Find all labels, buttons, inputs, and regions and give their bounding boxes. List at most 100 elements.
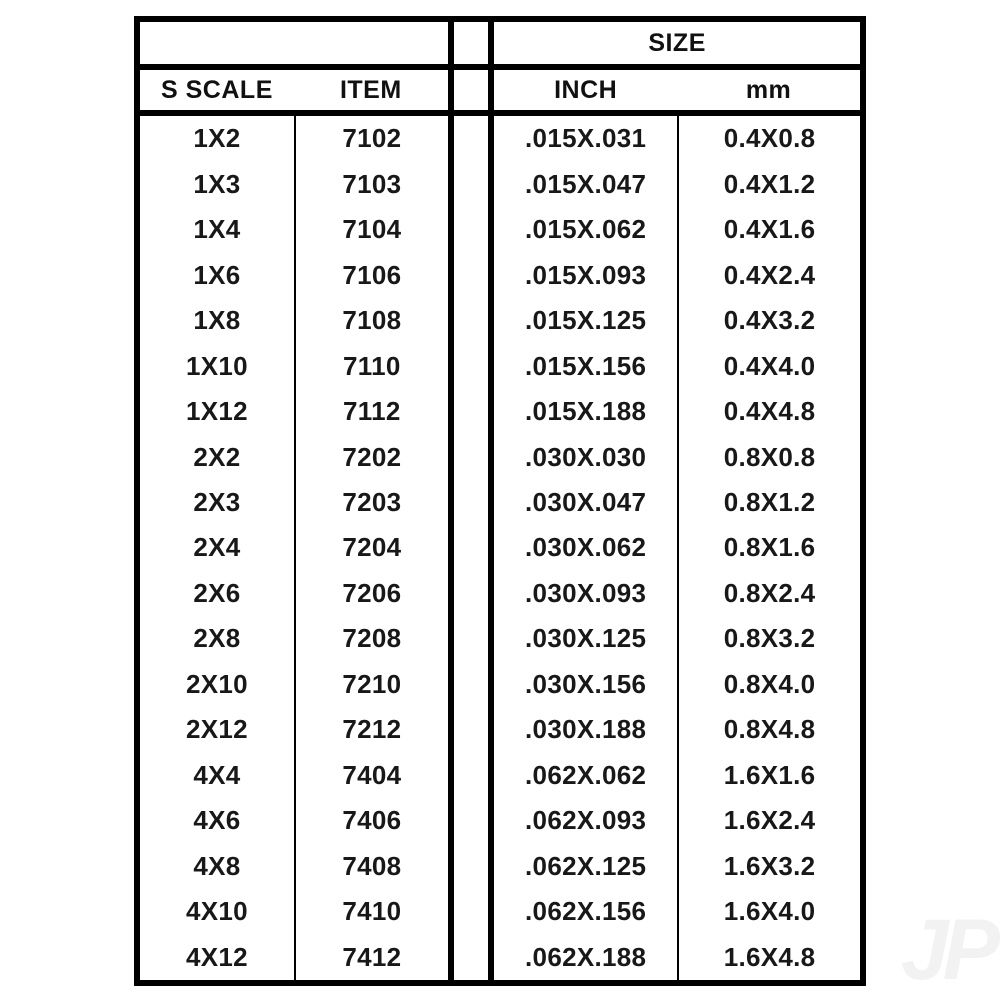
vertical-separator-1 (447, 22, 454, 70)
cell-inch: .030X.188 (525, 714, 647, 745)
cell-mm: 0.4X4.0 (723, 350, 816, 381)
cell-inch: .062X.062 (525, 759, 647, 790)
vertical-separator-2 (488, 22, 495, 70)
cell-s-scale: 4X10 (185, 896, 248, 927)
cell-s-scale: 2X4 (193, 532, 241, 563)
column-header-s-scale: S SCALE (161, 75, 273, 104)
header-size-label: SIZE (648, 28, 706, 57)
cell-inch: .015X.062 (525, 214, 647, 245)
column-header-item: ITEM (339, 75, 402, 104)
colheader-group-gap (453, 70, 489, 116)
cell-s-scale: 1X3 (193, 168, 241, 199)
cell-mm: 0.4X4.8 (723, 396, 816, 427)
cell-inch: .030X.047 (525, 486, 647, 517)
cell-s-scale: 1X4 (193, 214, 241, 245)
column-item: 7102 7103 7104 7106 7108 7110 7112 7202 7203 7204… (293, 116, 448, 980)
cell-inch: .015X.031 (525, 123, 647, 154)
cell-item: 7108 (342, 305, 402, 336)
header-size-cell: SIZE (494, 22, 860, 70)
column-inch: .015X.031 .015X.047 .015X.062 .015X.093 .015… (494, 116, 677, 980)
cell-mm: 1.6X2.4 (723, 805, 816, 836)
cell-inch: .030X.156 (525, 668, 647, 699)
cell-item: 7212 (342, 714, 402, 745)
cell-item: 7104 (342, 214, 402, 245)
cell-inch: .030X.093 (525, 577, 647, 608)
cell-item: 7404 (342, 759, 402, 790)
spec-table: SIZE S SCALE ITEM (134, 16, 866, 986)
header-top-gap-cell (453, 22, 489, 70)
cell-s-scale: 2X12 (185, 714, 248, 745)
cell-s-scale: 4X8 (193, 850, 241, 881)
body-right-columns: .015X.031 .015X.047 .015X.062 .015X.093 .015… (494, 116, 860, 980)
column-header-inch: INCH (554, 75, 618, 104)
cell-s-scale: 4X4 (193, 759, 241, 790)
colheader-group-left: S SCALE ITEM (140, 70, 448, 116)
vertical-separator-3 (447, 70, 454, 116)
cell-inch: .062X.188 (525, 941, 647, 972)
header-group-gap (453, 22, 489, 70)
cell-inch: .015X.047 (525, 168, 647, 199)
jp-watermark-logo: JP (900, 902, 1000, 998)
cell-mm: 0.8X4.8 (723, 714, 816, 745)
cell-item: 7102 (342, 123, 402, 154)
cell-mm: 1.6X4.0 (723, 896, 816, 927)
cell-s-scale: 1X10 (185, 350, 248, 381)
colheader-left-cell: S SCALE ITEM (140, 70, 448, 116)
colheader-group-right: INCH mm (494, 70, 860, 116)
cell-item: 7202 (342, 441, 402, 472)
cell-s-scale: 1X6 (193, 259, 241, 290)
table-column-header-row: S SCALE ITEM INCH mm (140, 70, 860, 116)
cell-inch: .062X.156 (525, 896, 647, 927)
cell-mm: 0.8X2.4 (723, 577, 816, 608)
column-s-scale: 1X2 1X3 1X4 1X6 1X8 1X10 1X12 2X2 2X3 2X4 2X6 2X8 2X… (140, 116, 294, 980)
body-group-gap (453, 116, 489, 980)
cell-item: 7406 (342, 805, 402, 836)
cell-mm: 0.8X1.2 (723, 486, 816, 517)
column-header-mm: mm (745, 75, 792, 104)
cell-item: 7103 (342, 168, 402, 199)
vertical-separator-6 (488, 116, 495, 980)
cell-mm: 0.4X0.8 (723, 123, 816, 154)
colheader-right-cell: INCH mm (494, 70, 860, 116)
cell-s-scale: 2X10 (185, 668, 248, 699)
cell-mm: 0.8X1.6 (723, 532, 816, 563)
cell-mm: 0.4X1.2 (723, 168, 816, 199)
cell-inch: .030X.062 (525, 532, 647, 563)
cell-mm: 1.6X3.2 (723, 850, 816, 881)
cell-mm: 1.6X1.6 (723, 759, 816, 790)
cell-item: 7206 (342, 577, 402, 608)
colheader-gap-cell (453, 70, 489, 116)
cell-item: 7112 (343, 396, 401, 427)
cell-mm: 0.4X3.2 (723, 305, 816, 336)
cell-item: 7208 (342, 623, 402, 654)
header-top-left-cell (140, 22, 448, 70)
cell-s-scale: 1X12 (185, 396, 248, 427)
cell-item: 7410 (342, 896, 402, 927)
cell-s-scale: 2X8 (193, 623, 241, 654)
body-group-right: .015X.031 .015X.047 .015X.062 .015X.093 .015… (494, 116, 860, 980)
body-gap-column (453, 116, 489, 980)
cell-inch: .015X.156 (525, 350, 647, 381)
header-group-right: SIZE (494, 22, 860, 70)
cell-item: 7106 (342, 259, 402, 290)
table-header-top-row: SIZE (140, 22, 860, 70)
cell-s-scale: 2X2 (193, 441, 241, 472)
cell-s-scale: 1X2 (193, 123, 241, 154)
header-group-left (140, 22, 448, 70)
cell-inch: .015X.125 (525, 305, 647, 336)
cell-s-scale: 1X8 (193, 305, 241, 336)
vertical-separator-5 (447, 116, 454, 980)
cell-item: 7408 (342, 850, 402, 881)
cell-mm: 0.8X4.0 (723, 668, 816, 699)
vertical-separator-4 (488, 70, 495, 116)
cell-item: 7203 (342, 486, 402, 517)
cell-s-scale: 2X3 (193, 486, 241, 517)
cell-mm: 0.4X1.6 (723, 214, 816, 245)
cell-s-scale: 2X6 (193, 577, 241, 608)
cell-mm: 0.8X3.2 (723, 623, 816, 654)
cell-mm: 1.6X4.8 (723, 941, 816, 972)
cell-s-scale: 4X12 (185, 941, 248, 972)
cell-mm: 0.8X0.8 (723, 441, 816, 472)
cell-inch: .030X.030 (525, 441, 647, 472)
